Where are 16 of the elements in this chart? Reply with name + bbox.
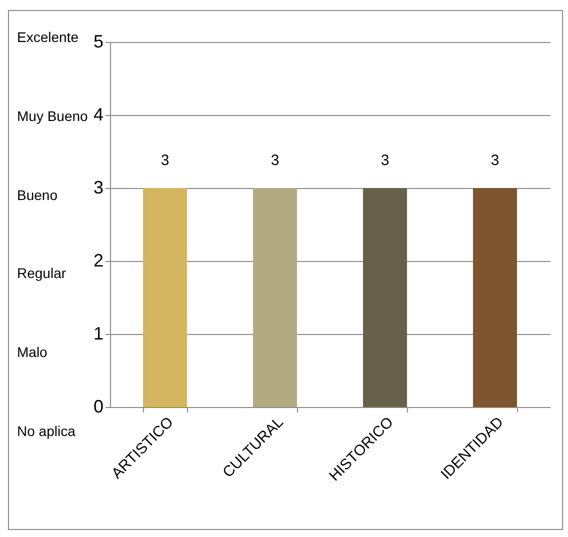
y-tick-label: 1: [93, 324, 104, 344]
data-label: 3: [160, 152, 170, 169]
y-tick-label: 0: [93, 396, 104, 416]
data-label: 3: [270, 152, 280, 169]
text: Bueno: [17, 186, 58, 203]
text: Malo: [17, 344, 48, 360]
data-label: 3: [490, 152, 500, 169]
data-label: 3: [380, 152, 390, 169]
text: No aplica: [17, 422, 76, 439]
text: Regular: [17, 265, 68, 282]
y-tick-label: 3: [93, 178, 104, 198]
text: Muy Bueno: [17, 108, 89, 124]
text: Excelente: [17, 29, 80, 45]
y-tick-label: 5: [93, 32, 104, 52]
y-tick-label: 4: [93, 104, 104, 124]
y-tick-label: 2: [93, 250, 104, 270]
